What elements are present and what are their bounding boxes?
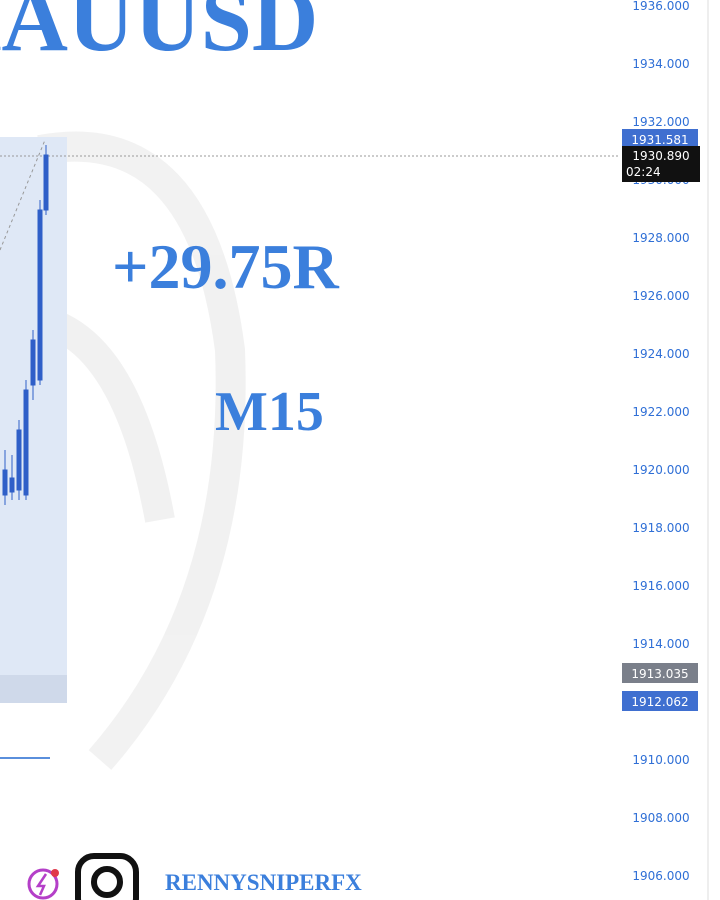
price-label: 1916.000 [632, 579, 689, 593]
instagram-icon[interactable] [75, 853, 139, 900]
price-tag [622, 663, 698, 683]
current-price-tag: 1930.890 02:24 [622, 146, 700, 182]
result-label: +29.75R [112, 231, 339, 302]
chart-zone [0, 137, 67, 703]
symbol-title: XAUUSD [0, 0, 318, 70]
price-tag-label: 1913.035 [631, 667, 688, 681]
price-label: 1922.000 [632, 405, 689, 419]
price-label: 1908.000 [632, 811, 689, 825]
icon [35, 873, 48, 896]
icon [51, 869, 59, 877]
price-tag-label: 1912.062 [631, 695, 688, 709]
countdown: 02:24 [626, 165, 661, 179]
price-label: 1936.000 [632, 0, 689, 13]
current-price: 1930.890 [632, 149, 689, 163]
timeframe-label: M15 [215, 381, 324, 443]
price-label: 1920.000 [632, 463, 689, 477]
price-label: 1918.000 [632, 521, 689, 535]
price-label: 1914.000 [632, 637, 689, 651]
price-label: 1924.000 [632, 347, 689, 361]
trend-line [0, 139, 46, 251]
price-tag [622, 129, 698, 149]
price-tag [622, 691, 698, 711]
price-label: 1910.000 [632, 753, 689, 767]
handle[interactable]: RENNYSNIPERFX [165, 870, 362, 895]
price-label: 1906.000 [632, 869, 689, 883]
price-tag-label: 1931.581 [631, 133, 688, 147]
price-label: 1934.000 [632, 57, 689, 71]
price-label: 1932.000 [632, 115, 689, 129]
candles [2, 145, 49, 505]
footer: RENNYSNIPERFX [27, 853, 362, 900]
icon [27, 868, 59, 900]
instagram-icon [91, 866, 123, 898]
price-label: 1926.000 [632, 289, 689, 303]
price-label: 1928.000 [632, 231, 689, 245]
chart-zone [0, 675, 67, 703]
